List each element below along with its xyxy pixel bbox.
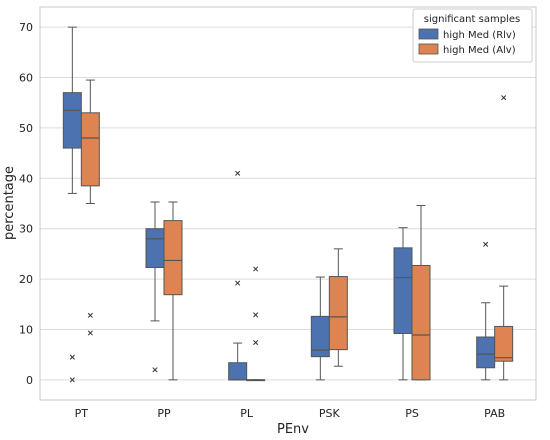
outlier-marker	[235, 280, 241, 286]
grid-lines	[40, 26, 536, 381]
box-high-med-alv--pab	[494, 95, 514, 381]
legend-label-alv: high Med (Alv)	[443, 45, 516, 56]
legend: significant samples high Med (Rlv) high …	[412, 8, 533, 63]
y-tick-label: 30	[19, 223, 33, 236]
box-iqr	[476, 336, 496, 369]
boxes	[62, 26, 514, 383]
y-tick-label: 60	[19, 72, 33, 85]
outlier-marker	[483, 241, 489, 247]
outlier-marker	[235, 170, 241, 176]
outlier-marker	[253, 266, 259, 272]
legend-swatch-rlv	[418, 28, 439, 40]
x-axis-title: PEnv	[277, 422, 309, 437]
x-tick-label: PS	[405, 407, 419, 420]
outlier-stroke	[69, 354, 75, 360]
box-high-med-alv--pp	[163, 201, 183, 381]
outlier-stroke	[483, 241, 489, 247]
box-iqr	[80, 112, 100, 187]
outlier-stroke	[253, 266, 259, 272]
outlier-marker	[87, 312, 93, 318]
x-tick-label: PT	[75, 407, 89, 420]
outlier-marker	[152, 367, 158, 373]
box-high-med-rlv--psk	[310, 276, 330, 381]
box-iqr	[494, 325, 514, 362]
outlier-stroke	[69, 377, 75, 383]
x-tick-label: PAB	[484, 407, 505, 420]
x-axis: PT PP PL PSK PS PAB	[75, 407, 506, 420]
box-iqr	[411, 264, 431, 381]
y-tick-label: 70	[19, 21, 33, 34]
outlier-stroke	[87, 312, 93, 318]
box-high-med-rlv--pab	[476, 241, 496, 381]
outlier-marker	[69, 377, 75, 383]
y-tick-label: 50	[19, 122, 33, 135]
outlier-stroke	[152, 367, 158, 373]
legend-label-rlv: high Med (Rlv)	[443, 30, 516, 41]
outlier-stroke	[235, 280, 241, 286]
box-high-med-rlv--pt	[62, 26, 82, 383]
y-tick-label: 10	[19, 323, 33, 336]
box-high-med-alv--pl	[246, 266, 266, 382]
y-tick-label: 40	[19, 172, 33, 185]
outlier-stroke	[253, 340, 259, 346]
outlier-marker	[69, 354, 75, 360]
y-tick-label: 0	[26, 374, 33, 387]
y-axis-title: percentage	[2, 166, 17, 240]
box-iqr	[393, 247, 413, 334]
outlier-stroke	[87, 330, 93, 336]
outlier-stroke	[501, 95, 507, 101]
box-iqr	[163, 220, 183, 296]
outlier-marker	[87, 330, 93, 336]
outlier-marker	[501, 95, 507, 101]
x-tick-label: PP	[157, 407, 171, 420]
outlier-marker	[253, 312, 259, 318]
box-iqr	[62, 92, 82, 149]
plot-area-frame	[39, 6, 537, 401]
y-tick-label: 20	[19, 273, 33, 286]
y-axis: 0 10 20 30 40 50 60 70	[19, 21, 33, 387]
box-iqr	[145, 228, 165, 268]
box-iqr	[228, 362, 248, 381]
box-high-med-rlv--pp	[145, 201, 165, 373]
x-tick-label: PSK	[319, 407, 341, 420]
outlier-stroke	[235, 170, 241, 176]
legend-swatch-alv	[418, 43, 439, 55]
box-high-med-rlv--ps	[393, 227, 413, 381]
box-high-med-rlv--pl	[228, 170, 248, 381]
box-high-med-alv--psk	[328, 248, 348, 367]
x-tick-label: PL	[240, 407, 254, 420]
box-high-med-alv--pt	[80, 79, 100, 336]
legend-frame	[412, 8, 533, 63]
outlier-marker	[253, 340, 259, 346]
legend-title: significant samples	[424, 14, 520, 25]
outlier-stroke	[253, 312, 259, 318]
box-high-med-alv--ps	[411, 205, 431, 381]
box-iqr	[328, 276, 348, 351]
